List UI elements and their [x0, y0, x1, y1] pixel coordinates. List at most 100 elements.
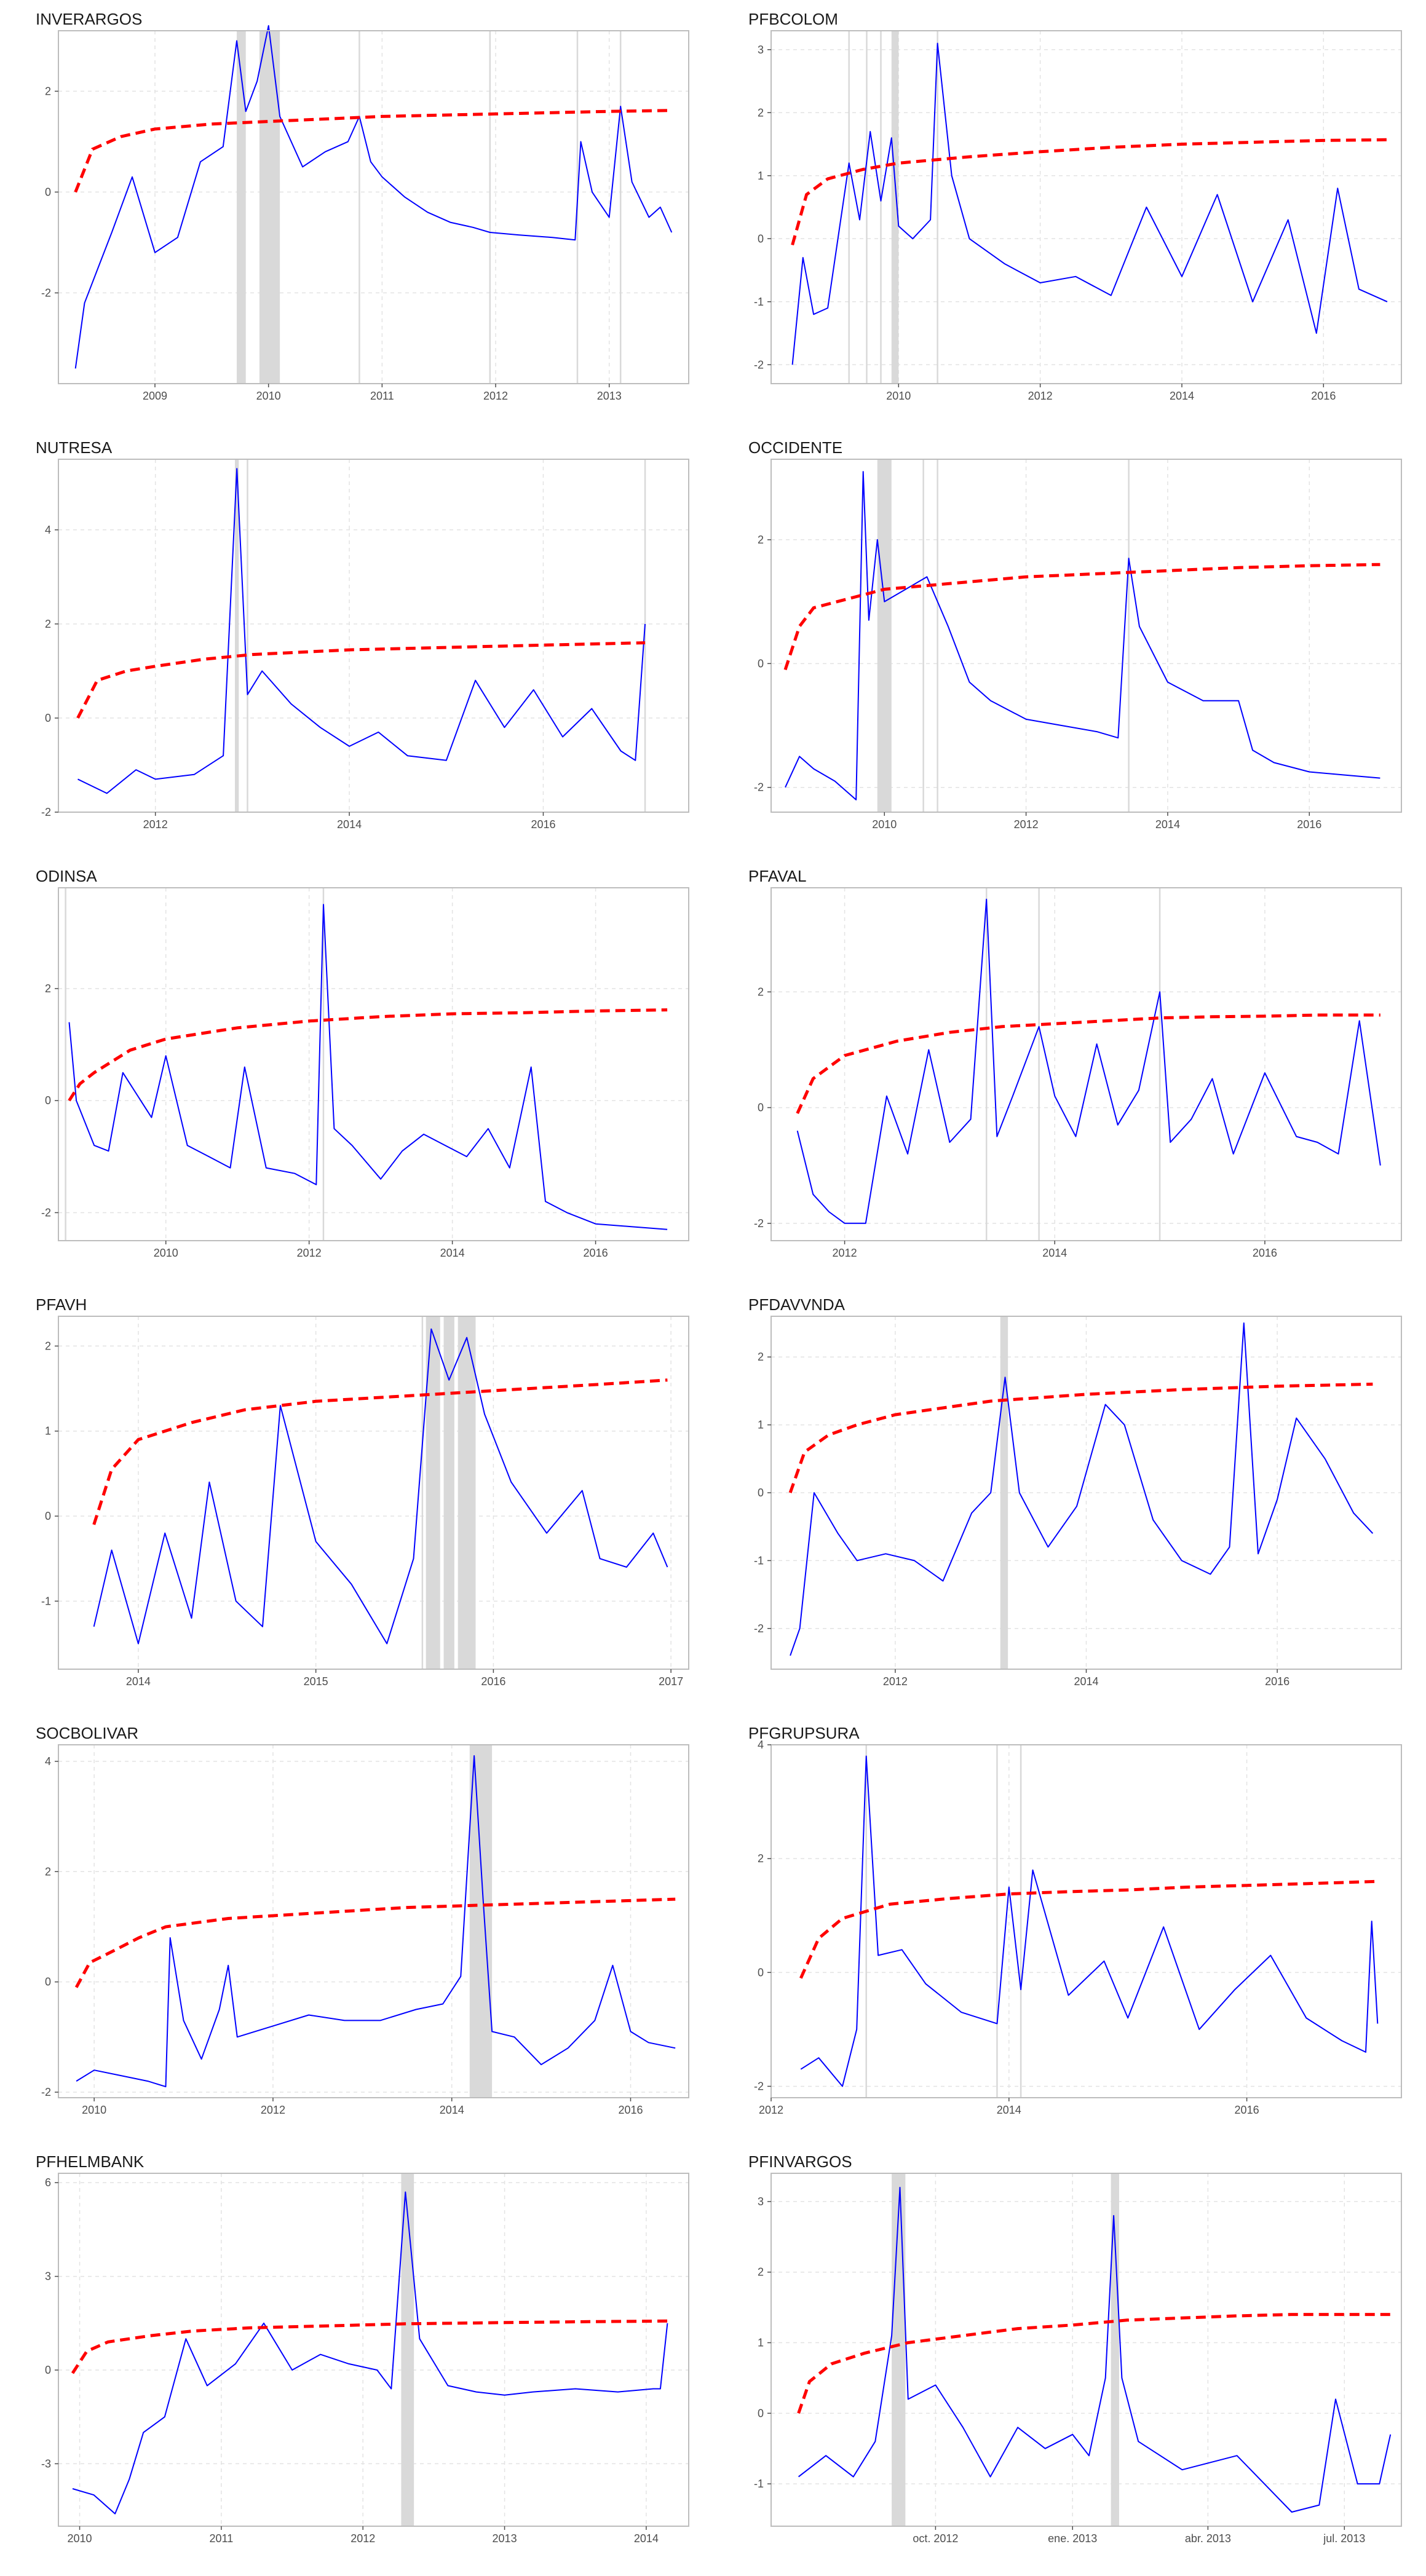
chart-panel-11: PFINVARGOS oct. 2012 ene. 2013 abr. 2013 jul…: [748, 2152, 1402, 2545]
y-tick-label: 2: [758, 986, 764, 998]
x-tick-label: 2010: [82, 2104, 106, 2116]
threshold-series-line: [797, 2313, 1391, 2414]
threshold-series-line: [71, 2319, 668, 2374]
threshold-series-line: [796, 1013, 1380, 1115]
x-tick-label: 2016: [1311, 390, 1336, 402]
x-tick-label: 2010: [886, 390, 911, 402]
x-tick-label: 2016: [1235, 2104, 1259, 2116]
x-tick-label: 2012: [261, 2104, 285, 2116]
x-tick-label: 2012: [1014, 818, 1039, 831]
panel-title: SOCBOLIVAR: [36, 1724, 138, 1742]
y-tick-label: 4: [758, 1739, 764, 1751]
threshold-series-line: [74, 109, 672, 193]
y-tick-label: 0: [758, 1966, 764, 1978]
x-tick-label: oct. 2012: [913, 2532, 958, 2545]
panel-title: PFAVH: [36, 1295, 87, 1314]
y-tick-label: 2: [758, 106, 764, 119]
x-tick-label: jul. 2013: [1323, 2532, 1365, 2545]
y-tick-label: 2: [45, 85, 51, 97]
chart-panel-2: NUTRESA 2012 2014 2016 -2 0 2 4: [36, 438, 689, 831]
y-tick-label: -3: [41, 2457, 51, 2470]
x-tick-label: 2009: [143, 390, 167, 402]
y-tick-label: -2: [754, 2080, 764, 2092]
y-tick-label: -2: [41, 1206, 51, 1219]
x-tick-label: 2011: [210, 2532, 234, 2545]
x-tick-label: 2015: [304, 1675, 328, 1688]
x-tick-label: 2016: [1265, 1675, 1289, 1688]
y-tick-label: 0: [45, 1094, 51, 1107]
x-tick-label: 2014: [126, 1675, 151, 1688]
y-tick-label: -1: [41, 1595, 51, 1607]
threshold-series-line: [68, 1008, 668, 1102]
panel-title: PFHELMBANK: [36, 2152, 145, 2171]
x-tick-label: 2014: [634, 2532, 659, 2545]
x-tick-label: 2012: [833, 1247, 857, 1259]
y-tick-label: 2: [45, 1865, 51, 1878]
x-tick-label: 2013: [597, 390, 622, 402]
panel-title: ODINSA: [36, 867, 97, 885]
shaded-period: [259, 31, 280, 384]
x-tick-label: 2014: [1170, 390, 1194, 402]
x-tick-label: 2012: [143, 818, 168, 831]
x-tick-label: 2010: [256, 390, 281, 402]
shaded-period: [1111, 2173, 1119, 2526]
chart-panel-8: SOCBOLIVAR 2010 2012 2014 2016 -2 0 2 4: [36, 1724, 689, 2116]
main-series-line: [68, 904, 668, 1230]
chart-panel-10: PFHELMBANK 2010 2011 2012 2013 2014 -3 0 3 6: [36, 2152, 689, 2545]
main-series-line: [93, 1328, 668, 1645]
y-tick-label: -2: [754, 1622, 764, 1635]
x-tick-label: 2014: [440, 1247, 465, 1259]
y-tick-label: -1: [754, 1554, 764, 1567]
x-tick-label: 2014: [337, 818, 362, 831]
y-tick-label: 0: [758, 657, 764, 670]
main-series-line: [791, 42, 1388, 365]
plot-frame: [770, 459, 1402, 813]
panel-title: NUTRESA: [36, 438, 113, 457]
threshold-series-line: [74, 1897, 676, 1988]
y-tick-label: 4: [45, 524, 51, 536]
y-tick-label: -2: [754, 358, 764, 371]
panel-title: PFDAVVNDA: [748, 1295, 846, 1314]
y-tick-label: -2: [754, 1217, 764, 1230]
y-tick-label: 1: [758, 1419, 764, 1431]
x-tick-label: 2011: [370, 390, 394, 402]
y-tick-label: 1: [758, 2337, 764, 2349]
x-tick-label: 2016: [1297, 818, 1321, 831]
shaded-period: [1000, 1316, 1008, 1669]
y-tick-label: -2: [41, 286, 51, 299]
shaded-period: [892, 2173, 906, 2526]
threshold-series-line: [788, 1382, 1373, 1493]
plot-frame: [58, 30, 689, 384]
panel-title: PFBCOLOM: [748, 10, 838, 28]
main-series-line: [790, 1322, 1374, 1656]
x-tick-label: 2012: [759, 2104, 783, 2116]
y-tick-label: 3: [758, 2195, 764, 2208]
threshold-series-line: [799, 1879, 1378, 1979]
x-tick-label: 2016: [531, 818, 555, 831]
y-tick-label: 2: [45, 1340, 51, 1352]
x-tick-label: 2014: [1042, 1247, 1067, 1259]
y-tick-label: -2: [41, 2086, 51, 2098]
y-tick-label: 2: [45, 982, 51, 995]
x-tick-label: 2014: [997, 2104, 1021, 2116]
y-tick-label: 0: [45, 186, 51, 198]
x-tick-label: 2012: [297, 1247, 322, 1259]
plot-frame: [58, 887, 689, 1241]
plot-frame: [58, 459, 689, 813]
panel-title: OCCIDENTE: [748, 438, 842, 457]
x-tick-label: 2016: [481, 1675, 505, 1688]
plot-frame: [58, 2173, 689, 2527]
y-tick-label: 4: [45, 1755, 51, 1768]
panel-title: INVERARGOS: [36, 10, 142, 28]
shaded-period: [236, 31, 246, 384]
x-tick-label: 2014: [1155, 818, 1180, 831]
chart-panel-0: INVERARGOS 2009 2010 2011 2012 2013 -2 0 2: [36, 10, 689, 402]
x-tick-label: 2010: [154, 1247, 178, 1259]
y-tick-label: 2: [45, 618, 51, 630]
y-tick-label: 2: [758, 534, 764, 546]
x-tick-label: 2016: [618, 2104, 643, 2116]
main-series-line: [796, 898, 1381, 1224]
plot-frame: [58, 1316, 689, 1670]
y-tick-label: -2: [754, 781, 764, 794]
panel-title: PFGRUPSURA: [748, 1724, 860, 1742]
